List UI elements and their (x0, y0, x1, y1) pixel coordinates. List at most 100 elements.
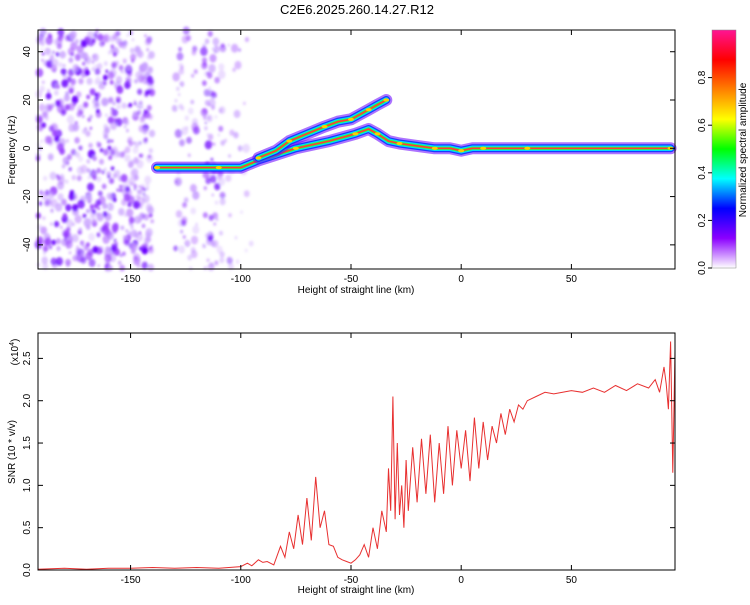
noise-blob (209, 175, 217, 183)
noise-blob (86, 182, 95, 192)
noise-blob (145, 203, 153, 212)
noise-blob (42, 60, 47, 66)
noise-blob (95, 76, 101, 83)
noise-blob (144, 38, 152, 46)
noise-blob (62, 213, 67, 219)
noise-blob (105, 69, 109, 74)
noise-blob (182, 235, 186, 239)
noise-blob (124, 154, 131, 162)
colorbar-tick-label: 0.0 (697, 261, 708, 275)
noise-blob (110, 109, 117, 117)
noise-blob (203, 266, 207, 271)
noise-blob (98, 80, 106, 90)
noise-blob (147, 88, 152, 95)
trace-hotspot (286, 139, 293, 143)
noise-blob (96, 108, 100, 114)
noise-blob (190, 235, 199, 245)
trace-hotspot (374, 132, 381, 136)
colorbar-gradient (712, 30, 736, 268)
noise-blob (96, 232, 101, 238)
noise-blob (141, 213, 146, 219)
noise-blob (82, 61, 86, 66)
noise-blob (59, 225, 63, 229)
noise-blob (144, 34, 147, 38)
noise-blob (178, 62, 184, 69)
noise-blob (67, 84, 75, 93)
noise-blob (219, 191, 226, 199)
snr-background (38, 333, 675, 570)
noise-blob (73, 197, 77, 202)
noise-blob (218, 63, 225, 71)
noise-blob (148, 148, 153, 154)
spectrogram-x-axis: -150 -100 -50 0 50 (121, 30, 577, 285)
noise-blob (217, 69, 226, 80)
noise-blob (212, 142, 216, 146)
noise-blob (180, 229, 184, 234)
noise-blob (230, 43, 239, 53)
snr-y-tick-label: 1.0 (22, 478, 33, 492)
noise-blob (124, 125, 127, 129)
noise-blob (214, 200, 219, 205)
trace-hotspot (347, 117, 354, 121)
noise-blob (78, 78, 84, 85)
noise-blob (201, 61, 208, 70)
noise-blob (104, 113, 109, 118)
noise-blob (233, 131, 239, 139)
noise-blob (57, 193, 64, 201)
noise-blob (202, 43, 207, 48)
noise-blob (109, 80, 114, 85)
noise-blob (109, 149, 116, 156)
noise-blob (77, 202, 83, 208)
noise-blob (133, 231, 140, 239)
noise-blob (72, 123, 80, 132)
noise-blob (139, 100, 143, 105)
noise-blob (191, 73, 195, 78)
noise-blob (75, 151, 81, 158)
noise-blob (206, 258, 210, 263)
noise-blob (96, 176, 102, 183)
colorbar: 0.0 0.2 0.4 0.6 0.8 Normalized spectral ampl… (697, 29, 749, 275)
noise-blob (46, 60, 53, 69)
noise-blob (136, 196, 144, 206)
snr-panel: -150 -100 -50 0 50 0.0 0.5 1.0 1.5 2.0 2.5 Height… (7, 332, 676, 596)
noise-blob (55, 83, 60, 89)
noise-blob (68, 57, 74, 63)
noise-blob (210, 157, 214, 162)
noise-blob (141, 66, 146, 71)
noise-blob (205, 89, 210, 95)
noise-blob (133, 254, 141, 264)
noise-blob (88, 43, 91, 47)
trace-hotspot (524, 146, 531, 150)
snr-x-title: Height of straight line (km) (298, 585, 415, 596)
noise-blob (47, 89, 50, 93)
noise-blob (115, 96, 121, 103)
noise-blob (97, 207, 100, 211)
noise-blob (146, 47, 150, 52)
noise-blob (219, 198, 226, 206)
noise-blob (176, 86, 180, 92)
noise-blob (119, 151, 125, 158)
noise-blob (184, 115, 189, 121)
noise-blob (97, 190, 103, 197)
noise-blob (133, 101, 137, 106)
noise-blob (207, 30, 213, 37)
noise-blob (213, 222, 217, 226)
noise-blob (71, 174, 77, 181)
noise-blob (63, 94, 70, 102)
noise-blob (48, 34, 53, 39)
noise-blob (175, 210, 183, 218)
noise-blob (92, 53, 99, 62)
noise-blob (62, 64, 66, 68)
noise-blob (234, 60, 242, 70)
noise-blob (98, 195, 106, 205)
noise-blob (89, 114, 93, 119)
noise-blob (244, 36, 250, 43)
noise-blob (41, 122, 47, 129)
noise-blob (207, 235, 214, 242)
noise-blob (237, 145, 243, 152)
noise-blob (134, 215, 141, 224)
spectrogram-frame (37, 29, 676, 270)
noise-blob (126, 33, 129, 37)
noise-blob (76, 91, 82, 98)
